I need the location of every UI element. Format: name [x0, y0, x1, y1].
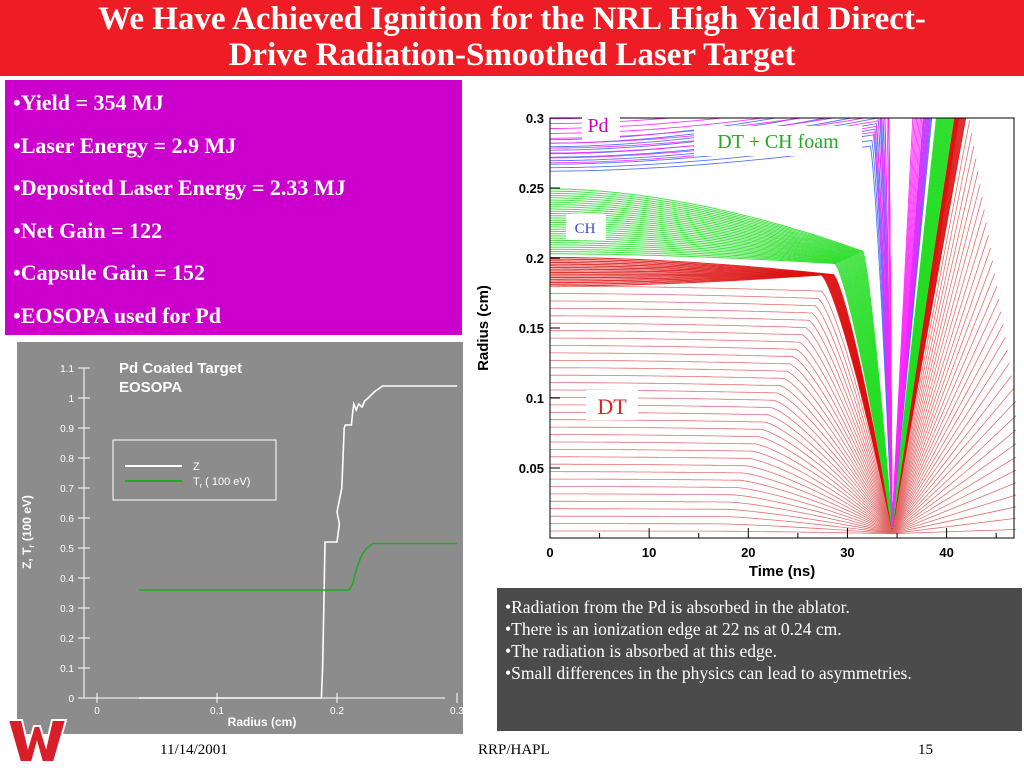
time-x-tick-label: 10 — [642, 545, 656, 560]
z-tr-y-ticks: 0 0.1 0.2 0.3 0.4 0.5 0.6 0.7 0.8 0.9 1 1.1 — [60, 364, 90, 705]
w-logo-icon — [6, 719, 68, 763]
dt-trajectory — [550, 375, 1012, 533]
bullet-eosopa: •EOSOPA used for Pd — [13, 302, 221, 328]
note-4: •Small differences in the physics can le… — [505, 663, 912, 683]
z-tr-y-tick-label: 0.2 — [60, 634, 74, 645]
bullet-yield: •Yield = 354 MJ — [13, 90, 164, 115]
dt-trajectory — [550, 400, 1016, 533]
dt-trajectory — [550, 506, 1016, 534]
notes-box: •Radiation from the Pd is absorbed in th… — [497, 588, 1022, 731]
slide-title-line-2: Drive Radiation-Smoothed Laser Target — [228, 37, 796, 73]
slide-title: We Have Achieved Ignition for the NRL Hi… — [0, 0, 1024, 76]
z-tr-chart-subtitle: EOSOPA — [119, 379, 182, 396]
bullet-net-gain: •Net Gain = 122 — [13, 217, 163, 243]
dt-ch-foam-region-label: DT + CH foam — [717, 131, 839, 153]
ch-label-box — [566, 214, 606, 240]
radius-y-ticks: 0.05 0.1 0.15 0.2 0.25 0.3 — [519, 111, 560, 476]
dt-trajectory — [550, 429, 1016, 533]
series-tr-line — [139, 542, 457, 591]
time-x-tick-label: 40 — [939, 545, 953, 560]
results-bullet-box: •Yield = 354 MJ •Laser Energy = 2.9 MJ •… — [5, 80, 462, 335]
foam-trajectory — [550, 118, 952, 528]
pd-region-label: Pd — [587, 115, 608, 137]
note-2: •There is an ionization edge at 22 ns at… — [505, 619, 842, 639]
dt-trajectory — [550, 324, 1004, 533]
bullet-capsule-gain: •Capsule Gain = 152 — [13, 260, 205, 285]
dt-region-label: DT — [597, 394, 627, 419]
z-tr-legend-box — [112, 439, 277, 501]
series-z-line — [139, 385, 457, 699]
time-x-ticks: 0 10 20 30 40 — [546, 528, 997, 560]
z-tr-x-tick-label: 0 — [94, 706, 100, 717]
z-tr-y-tick-label: 0.4 — [60, 574, 74, 585]
note-3: •The radiation is absorbed at this edge. — [505, 641, 777, 661]
z-tr-y-tick-label: 0.7 — [60, 484, 74, 495]
radius-time-chart: 0.05 0.1 0.15 0.2 0.25 0.3 0 10 20 30 40 Pd DT + … — [475, 111, 1016, 580]
z-tr-y-tick-label: 0.8 — [60, 454, 74, 465]
pd-label-box — [582, 114, 620, 140]
dt-trajectory — [550, 529, 1016, 535]
foam-trajectory — [550, 118, 950, 528]
dt-ch-foam-label-box — [694, 126, 862, 156]
z-tr-y-tick-label: 0.6 — [60, 514, 74, 525]
z-tr-y-tick-label: 0.1 — [60, 664, 74, 675]
time-x-tick-label: 30 — [840, 545, 854, 560]
radius-y-tick-label: 0.25 — [519, 181, 544, 196]
z-tr-y-tick-label: 0.5 — [60, 544, 74, 555]
footer-center: RRP/HAPL — [478, 742, 550, 758]
legend-tr-label: Tr ( 100 eV) — [193, 476, 250, 490]
dt-trajectory — [550, 362, 1010, 533]
footer-page-number: 15 — [918, 742, 933, 758]
z-tr-y-tick-label: 1 — [68, 394, 74, 405]
bullet-deposited-energy: •Deposited Laser Energy = 2.33 MJ — [13, 175, 346, 200]
radius-y-tick-label: 0.05 — [519, 461, 544, 476]
time-x-axis-label: Time (ns) — [749, 563, 815, 580]
z-tr-y-axis-label: Z, Tr (100 eV) — [20, 495, 36, 569]
z-tr-y-tick-label: 0.3 — [60, 604, 74, 615]
dt-trajectory — [550, 517, 1016, 534]
z-tr-x-tick-label: 0.1 — [210, 706, 224, 717]
radius-y-tick-label: 0.1 — [526, 391, 544, 406]
slide-title-line-1: We Have Achieved Ignition for the NRL Hi… — [98, 1, 926, 37]
time-x-tick-label: 20 — [741, 545, 755, 560]
dt-trajectory — [550, 469, 1016, 534]
dt-trajectory — [550, 482, 1016, 534]
pd-trajectory — [888, 118, 914, 526]
z-tr-y-tick-label: 1.1 — [60, 364, 74, 375]
time-x-tick-label: 0 — [546, 545, 553, 560]
z-tr-x-tick-label: 0.3 — [450, 706, 463, 717]
radius-y-axis-label: Radius (cm) — [475, 285, 492, 371]
note-1: •Radiation from the Pd is absorbed in th… — [505, 597, 850, 617]
z-tr-x-tick-label: 0.2 — [330, 706, 344, 717]
ch-region-label: CH — [575, 221, 596, 237]
university-logo — [6, 719, 68, 763]
dt-label-box — [586, 390, 638, 420]
footer-date: 11/14/2001 — [160, 742, 228, 758]
z-tr-x-axis-label: Radius (cm) — [228, 715, 297, 729]
z-tr-y-tick-label: 0 — [68, 694, 74, 705]
foam-trajectory — [550, 118, 950, 528]
radius-y-tick-label: 0.15 — [519, 321, 544, 336]
dt-trajectory — [550, 388, 1015, 533]
dt-trajectory — [550, 415, 1016, 533]
dt-trajectory — [550, 456, 1016, 534]
trajectory-lines — [550, 118, 1016, 535]
dt-trajectory — [550, 494, 1016, 534]
z-tr-chart-title: Pd Coated Target — [119, 360, 242, 377]
radius-y-tick-label: 0.2 — [526, 251, 544, 266]
bullet-laser-energy: •Laser Energy = 2.9 MJ — [13, 132, 237, 158]
z-tr-chart: 0 0.1 0.2 0.3 0.4 0.5 0.6 0.7 0.8 0.9 1 1.1 0 0.1 0.2… — [17, 342, 463, 734]
z-tr-chart-background — [17, 342, 463, 734]
foam-trajectory — [550, 118, 937, 527]
radius-y-tick-label: 0.3 — [526, 111, 544, 126]
dt-trajectory — [550, 349, 1008, 533]
legend-z-label: Z — [193, 461, 200, 473]
dt-trajectory — [550, 443, 1016, 534]
z-tr-y-tick-label: 0.9 — [60, 424, 74, 435]
foam-trajectory — [550, 118, 951, 528]
